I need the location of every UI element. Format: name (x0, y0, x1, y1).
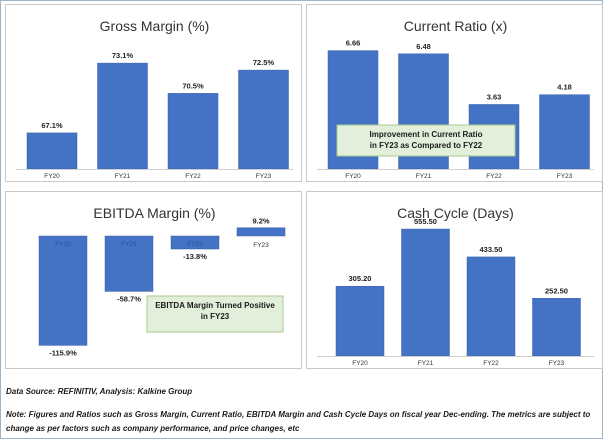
data-label-fy20: 6.66 (346, 39, 361, 48)
annotation-text-line-1: Improvement in Current Ratio (370, 130, 483, 139)
category-label-fy21: FY21 (115, 173, 131, 180)
bar-fy20 (26, 132, 78, 170)
gross-margin-title: Gross Margin (%) (100, 18, 210, 34)
category-label-fy21: FY21 (416, 173, 432, 180)
category-label-fy20: FY20 (345, 173, 361, 180)
data-label-fy21: 555.50 (414, 217, 437, 226)
data-label-fy21: -58.7% (117, 294, 141, 303)
data-label-fy23: 72.5% (253, 58, 275, 67)
bar-fy23 (236, 227, 286, 237)
cash-cycle-title: Cash Cycle (Days) (397, 205, 514, 221)
data-source-note: Data Source: REFINITIV, Analysis: Kalkin… (6, 387, 193, 396)
bar-fy23 (539, 94, 590, 170)
cash-cycle-panel: Cash Cycle (Days) 305.20 FY20 555.50 FY21 433… (306, 191, 603, 369)
cash-cycle-chart: Cash Cycle (Days) 305.20 FY20 555.50 FY21 433… (317, 205, 594, 367)
bar-fy22 (167, 93, 219, 170)
category-label-fy22: FY22 (185, 173, 201, 180)
category-label-fy23: FY23 (253, 242, 269, 249)
category-label-fy23: FY23 (557, 173, 573, 180)
bar-fy23 (238, 69, 289, 170)
category-label-fy20: FY20 (55, 241, 71, 248)
current-ratio-panel: Current Ratio (x) 6.66 FY20 6.48 FY21 3.63 FY2… (306, 4, 603, 182)
data-label-fy20: 67.1% (41, 121, 63, 130)
bar-fy23 (532, 298, 581, 357)
gross-margin-panel: Gross Margin (%) 67.1% FY20 73.1% FY21 70.5% F… (5, 4, 302, 182)
gross-margin-chart: Gross Margin (%) 67.1% FY20 73.1% FY21 70.5% F… (16, 18, 293, 180)
category-label-fy23: FY23 (549, 360, 565, 367)
data-label-fy22: 3.63 (487, 92, 502, 101)
bar-fy20 (38, 235, 88, 346)
category-label-fy21: FY21 (418, 360, 434, 367)
data-label-fy23: 4.18 (557, 83, 572, 92)
ebitda-margin-title: EBITDA Margin (%) (93, 205, 215, 221)
bar-fy22 (466, 256, 516, 357)
category-label-fy22: FY22 (483, 360, 499, 367)
bar-fy21 (104, 235, 154, 292)
current-ratio-title: Current Ratio (x) (404, 18, 507, 34)
annotation-box (336, 124, 516, 157)
data-label-fy21: 73.1% (112, 51, 134, 60)
data-label-fy20: 305.20 (349, 274, 372, 283)
annotation-text-line-2: in FY23 as Compared to FY22 (370, 141, 483, 150)
category-label-fy22: FY22 (486, 173, 502, 180)
data-label-fy20: -115.9% (49, 348, 77, 357)
annotation-text-line-1: EBITDA Margin Turned Positive (155, 301, 275, 310)
ebitda-margin-chart: EBITDA Margin (%) -115.9% FY20 -58.7% FY21 -1… (38, 205, 286, 357)
category-label-fy20: FY20 (44, 173, 60, 180)
data-label-fy21: 6.48 (416, 42, 431, 51)
current-ratio-chart: Current Ratio (x) 6.66 FY20 6.48 FY21 3.63 FY2… (317, 18, 594, 180)
annotation-text-line-2: in FY23 (201, 312, 230, 321)
category-label-fy21: FY21 (121, 241, 137, 248)
data-label-fy23: 252.50 (545, 286, 568, 295)
bar-fy22 (170, 235, 220, 250)
data-label-fy22: 70.5% (182, 81, 204, 90)
data-label-fy22: -13.8% (183, 252, 207, 261)
category-label-fy20: FY20 (352, 360, 368, 367)
category-label-fy23: FY23 (256, 173, 272, 180)
bar-fy20 (335, 285, 385, 357)
bar-fy21 (401, 228, 450, 357)
ebitda-margin-panel: EBITDA Margin (%) -115.9% FY20 -58.7% FY21 -1… (5, 191, 302, 369)
footnote: Note: Figures and Ratios such as Gross M… (6, 410, 591, 433)
data-label-fy23: 9.2% (252, 217, 269, 226)
data-label-fy22: 433.50 (480, 245, 503, 254)
annotation-box (146, 295, 284, 333)
bar-fy21 (97, 62, 148, 170)
category-label-fy22: FY22 (187, 241, 203, 248)
